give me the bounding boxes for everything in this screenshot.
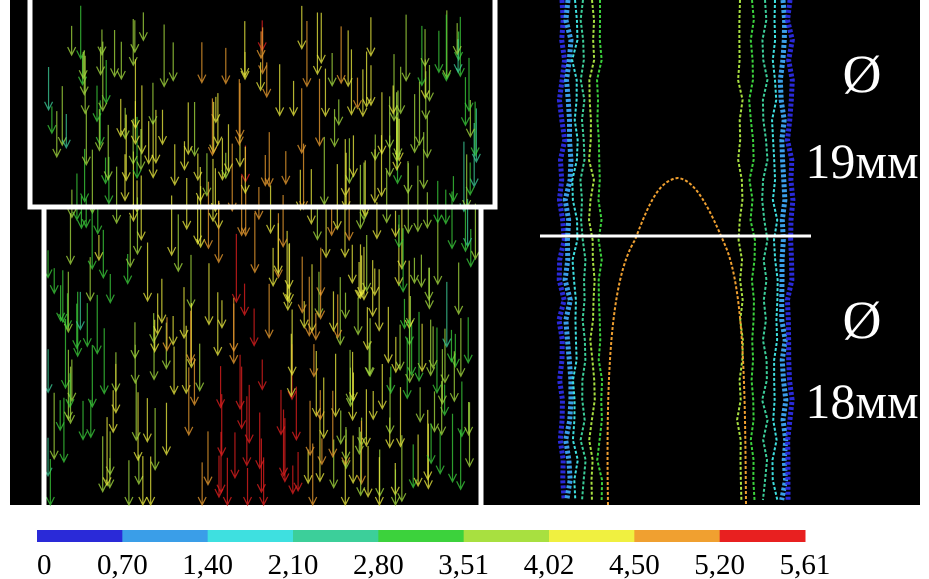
diameter-value: 18мм: [805, 373, 918, 429]
colorbar-segment: [378, 530, 464, 542]
colorbar-segment: [293, 530, 379, 542]
colorbar-tick-label: 2,10: [268, 549, 319, 579]
diameter-symbol: Ø: [843, 44, 882, 104]
colorbar-segment: [122, 530, 208, 542]
colorbar-segment: [37, 530, 123, 542]
diameter-value: 19мм: [805, 133, 918, 189]
diameter-symbol: Ø: [843, 290, 882, 350]
colorbar-segment: [208, 530, 294, 542]
colorbar-tick-label: 0: [37, 549, 52, 579]
colorbar-tick-label: 1,40: [182, 549, 233, 579]
colorbar-segment: [720, 530, 806, 542]
colorbar-tick-label: 3,51: [438, 549, 489, 579]
colorbar: 0 0,70 1,40 2,10 2,80 3,51 4,02 4,50 5,20 5,61: [37, 530, 830, 579]
colorbar-tick-label: 4,50: [609, 549, 660, 579]
colorbar-segment: [464, 530, 550, 542]
colorbar-segment: [634, 530, 720, 542]
colorbar-tick-label: 5,20: [694, 549, 745, 579]
figure: Ø 19мм Ø 18мм 0 0,70 1,40 2,10 2,80 3,51 4,02 4…: [0, 0, 929, 579]
colorbar-tick-label: 0,70: [97, 549, 148, 579]
colorbar-tick-label: 2,80: [353, 549, 404, 579]
colorbar-segment: [549, 530, 635, 542]
colorbar-tick-label: 4,02: [524, 549, 575, 579]
colorbar-tick-label: 5,61: [780, 549, 831, 579]
